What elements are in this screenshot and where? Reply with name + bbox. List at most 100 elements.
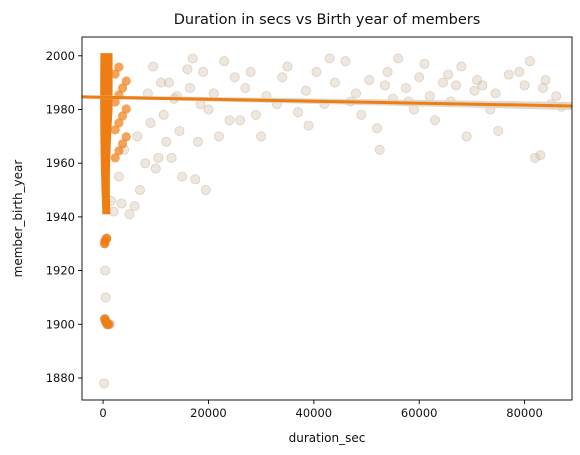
data-point: [351, 89, 360, 98]
data-point: [304, 121, 313, 130]
data-point: [146, 118, 155, 127]
data-point: [420, 59, 429, 68]
data-point: [515, 67, 524, 76]
data-point: [109, 207, 118, 216]
data-point: [257, 132, 266, 141]
data-point: [383, 67, 392, 76]
data-point: [183, 65, 192, 74]
data-point: [101, 266, 110, 275]
data-point: [325, 54, 334, 63]
data-point: [122, 132, 131, 141]
x-tick-label: 0: [99, 406, 106, 420]
data-point: [220, 57, 229, 66]
data-point: [494, 126, 503, 135]
data-point: [114, 172, 123, 181]
x-axis-label: duration_sec: [289, 431, 366, 445]
data-point: [164, 78, 173, 87]
data-point: [122, 104, 131, 113]
data-point: [278, 73, 287, 82]
x-tick-label: 40000: [296, 406, 333, 420]
data-point: [380, 81, 389, 90]
x-tick-label: 80000: [506, 406, 543, 420]
data-point: [504, 70, 513, 79]
data-point: [214, 132, 223, 141]
y-tick-label: 1960: [46, 156, 75, 170]
data-point: [191, 175, 200, 184]
data-point: [462, 132, 471, 141]
data-point: [444, 70, 453, 79]
data-point: [283, 62, 292, 71]
data-point: [246, 67, 255, 76]
data-point: [188, 54, 197, 63]
data-point: [209, 89, 218, 98]
y-axis-label: member_birth_year: [11, 160, 25, 278]
y-tick-label: 2000: [46, 49, 75, 63]
data-point: [178, 172, 187, 181]
data-point: [473, 75, 482, 84]
data-point: [235, 116, 244, 125]
data-point: [491, 89, 500, 98]
data-point: [375, 145, 384, 154]
data-point: [438, 78, 447, 87]
data-point: [301, 86, 310, 95]
data-point: [159, 110, 168, 119]
data-point: [552, 91, 561, 100]
data-point: [122, 76, 131, 85]
chart-title: Duration in secs vs Birth year of member…: [174, 12, 481, 28]
data-point: [100, 239, 109, 248]
data-point: [100, 379, 109, 388]
data-point: [162, 137, 171, 146]
data-point: [133, 132, 142, 141]
data-point: [201, 185, 210, 194]
data-point: [541, 75, 550, 84]
data-point: [520, 81, 529, 90]
data-point: [372, 124, 381, 133]
data-point: [167, 153, 176, 162]
dense-point-cluster: [100, 53, 112, 214]
x-tick-label: 60000: [401, 406, 438, 420]
data-point: [101, 293, 110, 302]
y-tick-label: 1980: [46, 102, 75, 116]
y-tick-label: 1920: [46, 264, 75, 278]
data-point: [117, 199, 126, 208]
data-point: [204, 105, 213, 114]
data-point: [225, 116, 234, 125]
data-point: [193, 137, 202, 146]
data-point: [430, 116, 439, 125]
data-point: [151, 164, 160, 173]
y-tick-label: 1940: [46, 210, 75, 224]
data-point: [457, 62, 466, 71]
data-point: [135, 185, 144, 194]
data-point: [401, 83, 410, 92]
data-point: [330, 78, 339, 87]
data-point: [130, 202, 139, 211]
data-point: [125, 210, 134, 219]
data-point: [241, 83, 250, 92]
data-point: [365, 75, 374, 84]
y-tick-label: 1880: [46, 371, 75, 385]
y-tick-label: 1900: [46, 317, 75, 331]
data-point: [185, 83, 194, 92]
data-point: [199, 67, 208, 76]
data-point: [312, 67, 321, 76]
data-point: [100, 314, 109, 323]
data-point: [425, 91, 434, 100]
data-point: [451, 81, 460, 90]
x-tick-label: 20000: [190, 406, 227, 420]
data-point: [357, 110, 366, 119]
data-point: [154, 153, 163, 162]
data-point: [230, 73, 239, 82]
data-point: [470, 86, 479, 95]
data-point: [415, 73, 424, 82]
data-point: [114, 62, 123, 71]
plot-area: [82, 53, 572, 388]
data-point: [141, 159, 150, 168]
data-point: [536, 151, 545, 160]
data-point: [175, 126, 184, 135]
data-point: [341, 57, 350, 66]
data-point: [251, 110, 260, 119]
data-point: [525, 57, 534, 66]
data-point: [394, 54, 403, 63]
data-point: [149, 62, 158, 71]
